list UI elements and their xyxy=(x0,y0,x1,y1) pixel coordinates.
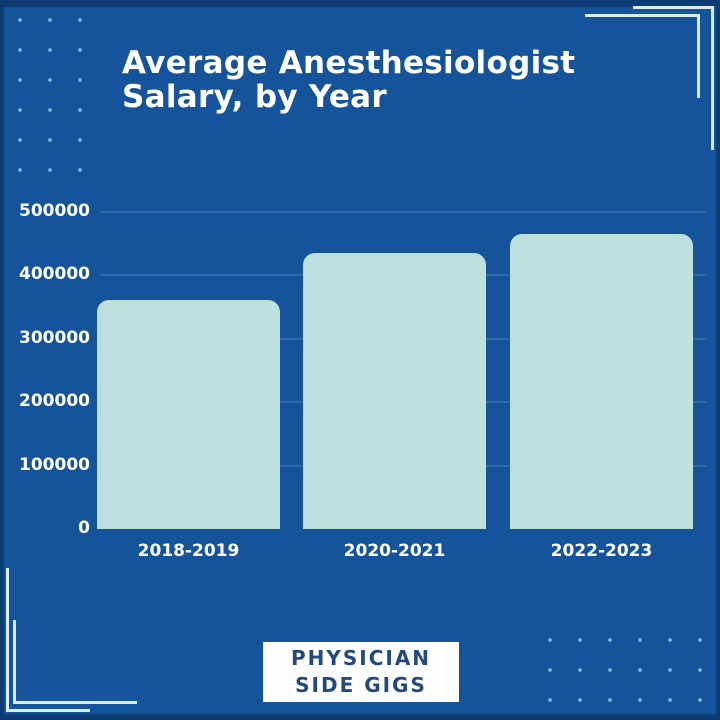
x-tick-label: 2022-2023 xyxy=(550,541,653,561)
y-tick-label: 0 xyxy=(78,518,90,538)
bar-2018-2019 xyxy=(97,300,280,529)
edge-shade-left xyxy=(0,0,4,720)
edge-shade-bottom xyxy=(0,714,720,720)
dot-grid-top-left xyxy=(5,5,97,177)
physician-side-gigs-badge: PHYSICIAN SIDE GIGS xyxy=(263,642,459,702)
chart-title: Average Anesthesiologist Salary, by Year xyxy=(122,46,575,114)
gridline xyxy=(100,210,707,213)
corner-bracket-top-right-outer xyxy=(633,6,714,150)
badge-line1: PHYSICIAN xyxy=(290,646,432,670)
y-tick-label: 500000 xyxy=(19,200,90,221)
x-tick-label: 2020-2021 xyxy=(343,541,446,561)
y-tick-label: 200000 xyxy=(19,391,90,411)
bar-2022-2023 xyxy=(510,233,693,529)
corner-bracket-bottom-left-inner xyxy=(13,620,137,704)
y-tick-label: 300000 xyxy=(19,327,90,348)
corner-bracket-top-right-inner xyxy=(585,14,700,98)
edge-shade-top xyxy=(0,0,720,7)
bar-2020-2021 xyxy=(303,252,486,529)
y-tick-label: 100000 xyxy=(19,454,90,475)
chart-title-line2: Salary, by Year xyxy=(122,79,387,115)
y-tick-label: 400000 xyxy=(19,264,90,284)
chart-title-line1: Average Anesthesiologist xyxy=(122,45,576,81)
corner-bracket-bottom-left-outer xyxy=(6,568,90,712)
dot-grid-bottom-right xyxy=(535,625,717,717)
x-tick-label: 2018-2019 xyxy=(137,541,240,561)
edge-shade-right xyxy=(716,0,720,720)
badge-line2: SIDE GIGS xyxy=(295,673,427,697)
